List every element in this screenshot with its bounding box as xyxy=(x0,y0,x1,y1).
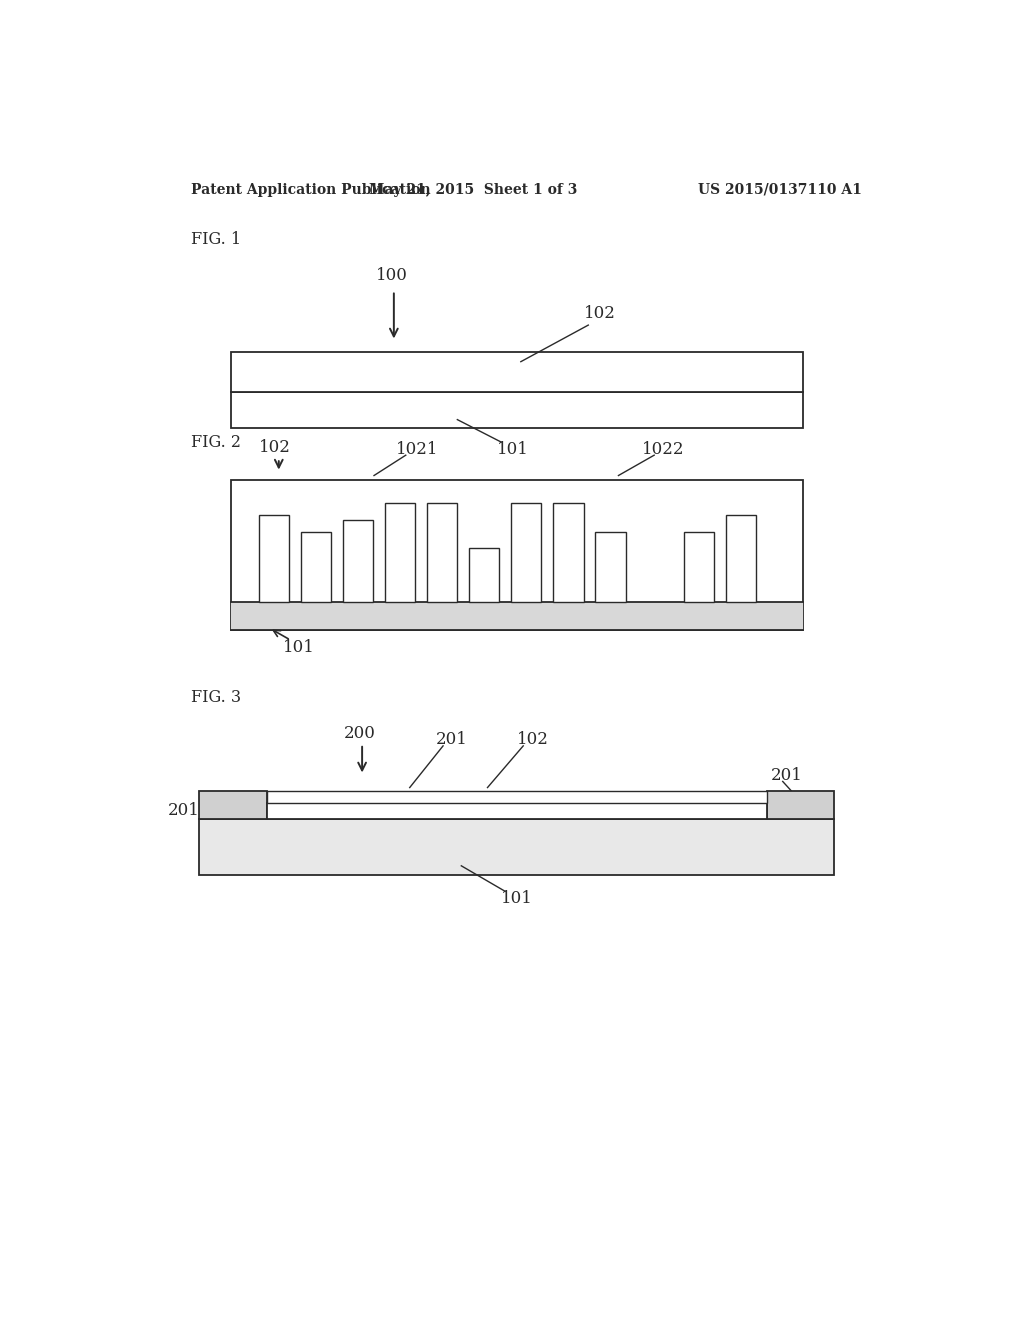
Bar xyxy=(301,532,331,602)
Bar xyxy=(231,479,803,630)
Bar xyxy=(767,791,835,818)
Text: 201: 201 xyxy=(436,731,468,748)
Text: 201: 201 xyxy=(168,803,200,820)
Text: 102: 102 xyxy=(585,305,616,322)
Bar xyxy=(595,532,626,602)
Text: FIG. 1: FIG. 1 xyxy=(191,231,242,248)
Bar xyxy=(200,791,267,818)
Bar xyxy=(231,351,803,392)
Text: 102: 102 xyxy=(259,438,291,455)
Bar xyxy=(385,503,416,602)
Text: 102: 102 xyxy=(517,731,549,748)
Bar xyxy=(267,803,767,818)
Text: 101: 101 xyxy=(497,441,528,458)
Bar xyxy=(231,392,803,428)
Text: FIG. 3: FIG. 3 xyxy=(191,689,242,706)
Bar xyxy=(259,515,289,602)
Bar xyxy=(343,520,373,602)
Text: 200: 200 xyxy=(344,725,376,742)
Bar xyxy=(726,515,756,602)
Text: May 21, 2015  Sheet 1 of 3: May 21, 2015 Sheet 1 of 3 xyxy=(369,183,578,197)
Text: 1022: 1022 xyxy=(642,441,685,458)
Bar xyxy=(231,602,803,630)
Text: 101: 101 xyxy=(283,639,314,656)
Bar xyxy=(427,503,458,602)
Bar xyxy=(200,818,835,875)
Text: 101: 101 xyxy=(501,890,532,907)
Bar xyxy=(553,503,584,602)
Text: 1021: 1021 xyxy=(396,441,439,458)
Bar xyxy=(684,532,714,602)
Text: FIG. 2: FIG. 2 xyxy=(191,434,242,451)
Bar xyxy=(267,791,767,803)
Text: 100: 100 xyxy=(377,267,409,284)
Bar xyxy=(511,503,542,602)
Bar xyxy=(469,548,500,602)
Text: Patent Application Publication: Patent Application Publication xyxy=(191,183,431,197)
Text: 201: 201 xyxy=(771,767,803,784)
Text: US 2015/0137110 A1: US 2015/0137110 A1 xyxy=(698,183,862,197)
